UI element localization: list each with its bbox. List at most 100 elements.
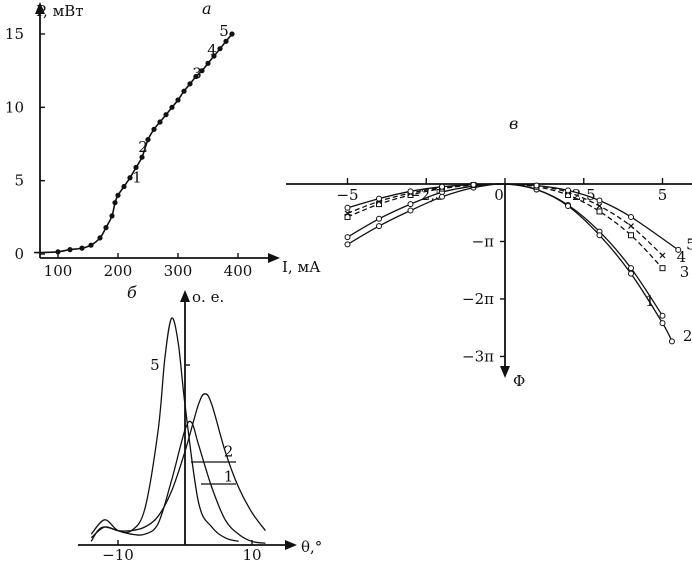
panel-a-curve-labels: 1 2 345 [132, 22, 229, 187]
panel-b-curve-1 [90, 420, 266, 544]
panel-c-point-5 [628, 213, 634, 220]
panel-a-curve-label: 2 [138, 138, 148, 156]
panel-a-point [109, 213, 115, 219]
panel-c-point-5 [407, 188, 414, 195]
panel-a-point [193, 73, 199, 80]
panel-c-point-1 [376, 215, 382, 222]
panel-c-point-2 [628, 270, 634, 277]
panel-a-point [175, 97, 181, 103]
panel-b-curve-label: 2 [224, 442, 234, 460]
panel-b-y-arrow [180, 290, 190, 302]
panel-b-label: б [127, 283, 137, 302]
panel-c-y-label: Φ [513, 372, 525, 390]
panel-a-point [187, 81, 193, 87]
panel-c-point-1 [628, 265, 634, 272]
panel-c-point-4 [596, 203, 603, 209]
panel-c-point-2 [439, 193, 445, 200]
panel-b: б о. е. θ,° −10 10 5 2 1 [78, 283, 322, 562]
panel-a-point [163, 112, 169, 118]
panel-a-point [151, 126, 157, 132]
panel-a-x-tick-label: 200 [104, 262, 133, 280]
panel-a-x-tick-label: 300 [164, 262, 193, 280]
panel-b-curve-label: 1 [224, 468, 234, 486]
panel-a-point [55, 249, 61, 255]
panel-b-series [90, 317, 266, 544]
panel-c-label: в [509, 114, 518, 133]
panel-c-point-1 [344, 234, 351, 241]
panel-a-y-tick-label: 0 [14, 245, 24, 263]
panel-c-curve-labels: 543 1 2 [645, 235, 692, 345]
panel-a-y-label: P, мВт [36, 2, 84, 20]
panel-c-point-5 [675, 246, 682, 253]
panel-a-point [127, 175, 133, 181]
panel-a-series [33, 31, 235, 255]
panel-a-point [211, 53, 217, 59]
panel-a-point [97, 235, 103, 241]
panel-a-curve-label: 1 [132, 169, 142, 187]
panel-b-y-label: о. е. [192, 288, 224, 306]
panel-a-x-label: I, мА [282, 258, 321, 276]
panel-c-x-tick-label: 5 [658, 186, 668, 204]
panel-c-curve-label: 4 [677, 248, 687, 266]
panel-a-label: a [202, 0, 212, 18]
panel-a-point [112, 200, 118, 206]
panel-c-x-tick-label: −5 [336, 186, 358, 204]
panel-a-point [79, 245, 85, 251]
panel-a-point [103, 225, 109, 231]
panel-c-curve-5 [347, 183, 679, 251]
panel-c-point-3 [344, 213, 351, 220]
panel-c-point-5 [565, 187, 571, 194]
panel-a-point [115, 192, 121, 198]
panel-b-curve-labels: 5 2 1 [150, 356, 236, 486]
panel-c-point-5 [470, 181, 477, 188]
panel-a-point [121, 183, 127, 190]
panel-c-y-tick-label: −2π [462, 290, 494, 308]
panel-c-point-2 [565, 202, 571, 209]
panel-c-point-2 [407, 207, 414, 214]
panel-a-point [145, 137, 151, 143]
panel-c-point-4 [628, 223, 634, 230]
panel-a-point [199, 68, 205, 74]
panel-c-ticks: −5 −2,5 0 2,5 5−π−2π−3π [336, 178, 667, 365]
panel-a-point [205, 60, 211, 66]
panel-c-curve-2 [347, 183, 673, 342]
panel-c-point-5 [596, 197, 603, 204]
panel-a-point [139, 154, 145, 160]
panel-a-x-arrow [268, 253, 280, 263]
panel-a-curve-label: 4 [207, 41, 217, 59]
panel-b-curve-5 [90, 317, 239, 543]
panel-b-curve-label: 5 [150, 356, 160, 374]
panel-a-point [157, 119, 163, 125]
panel-c-curve-label: 5 [686, 235, 692, 253]
panel-a-point [67, 247, 73, 253]
panel-c-point-2 [668, 338, 675, 345]
panel-c-curve-label: 3 [680, 263, 690, 281]
panel-a-y-tick-label: 15 [5, 25, 24, 43]
panel-c-point-5 [376, 195, 382, 202]
panel-b-curve-2 [90, 393, 266, 539]
panel-a-point [169, 104, 175, 110]
panel-a-curve-label: 5 [219, 22, 229, 40]
panel-c-point-3 [596, 208, 603, 215]
panel-b-x-tick-label: −10 [102, 546, 134, 562]
panel-a-y-tick-label: 10 [5, 98, 24, 116]
panel-c-y-tick-label: −π [472, 232, 495, 250]
panel-a-point [133, 164, 139, 171]
panel-c-point-1 [407, 201, 414, 208]
panel-c-curve-label: 1 [645, 292, 655, 310]
panel-c-point-4 [659, 252, 666, 259]
panel-c-point-2 [376, 223, 382, 230]
panel-a-point [217, 46, 223, 52]
panel-c-point-1 [659, 312, 666, 319]
panel-c-x-tick-label: 0 [494, 186, 504, 204]
panel-b-ticks: −10 10 [102, 364, 262, 562]
panel-b-x-label: θ,° [301, 538, 322, 556]
panel-c-y-tick-label: −3π [462, 347, 494, 365]
panel-c-point-5 [344, 204, 351, 211]
panel-a-point [229, 31, 235, 37]
panel-b-x-tick-label: 10 [242, 546, 261, 562]
